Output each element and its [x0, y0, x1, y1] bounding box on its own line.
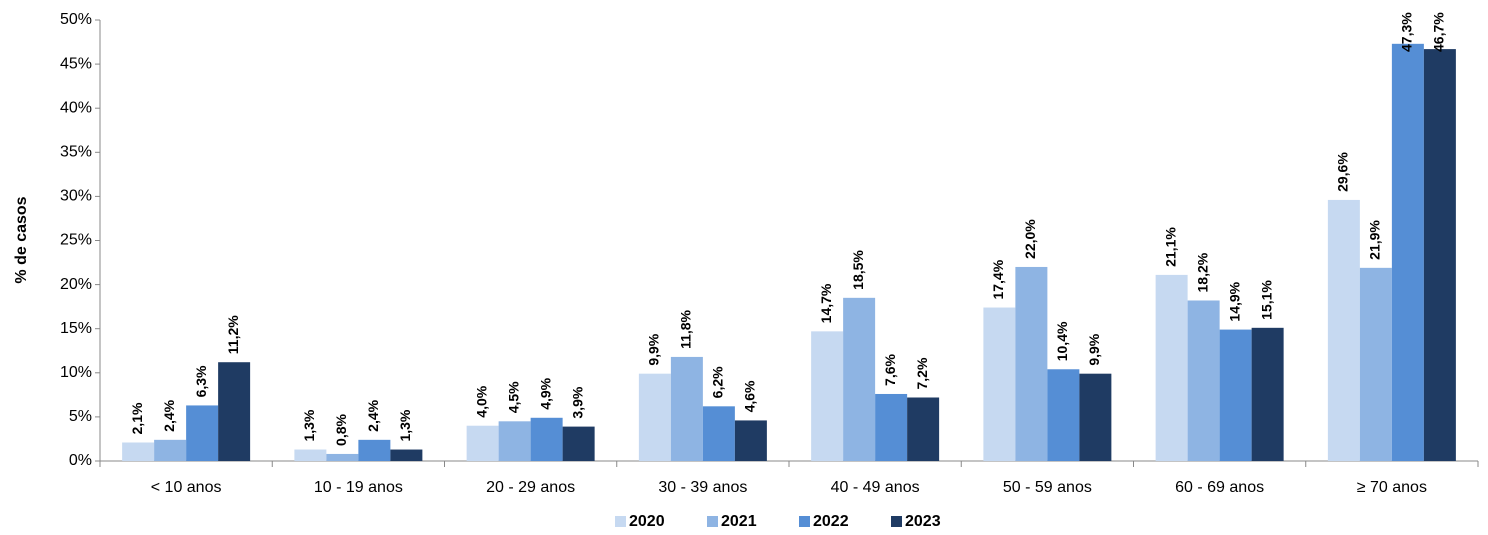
value-label: 11,8%	[678, 309, 694, 348]
bar	[1155, 274, 1188, 461]
bar	[811, 331, 844, 461]
value-label: 14,7%	[818, 283, 834, 323]
bar	[1423, 49, 1456, 462]
bar	[843, 297, 876, 461]
bar	[562, 426, 595, 461]
bar	[1359, 267, 1392, 461]
legend-label: 2023	[905, 513, 941, 530]
x-tick-label: 60 - 69 anos	[1175, 479, 1264, 496]
bar	[875, 393, 908, 461]
bar	[154, 439, 187, 461]
bar	[186, 405, 219, 461]
y-axis-title: % de casos	[13, 196, 30, 283]
legend-label: 2022	[813, 513, 849, 530]
bar	[1015, 266, 1048, 461]
x-tick-label: 30 - 39 anos	[658, 479, 747, 496]
value-label: 9,9%	[1086, 333, 1102, 365]
y-tick-label: 15%	[60, 320, 92, 337]
bar	[530, 417, 563, 461]
bar	[1219, 329, 1252, 461]
y-tick-label: 10%	[60, 364, 92, 381]
value-label: 10,4%	[1054, 321, 1070, 361]
legend-swatch	[707, 516, 718, 527]
x-tick-label: 40 - 49 anos	[831, 479, 920, 496]
value-label: 2,4%	[365, 399, 381, 431]
bar	[358, 439, 391, 461]
value-label: 21,1%	[1162, 227, 1178, 267]
value-label: 18,5%	[850, 250, 866, 290]
bar	[1187, 300, 1220, 461]
value-label: 1,3%	[397, 409, 413, 441]
bar	[1327, 199, 1360, 462]
bar	[326, 453, 359, 461]
bar	[1251, 327, 1284, 461]
value-label: 4,0%	[473, 385, 489, 417]
value-label: 1,3%	[301, 409, 317, 441]
x-tick-label: < 10 anos	[151, 479, 222, 496]
value-label: 15,1%	[1258, 280, 1274, 320]
value-label: 3,9%	[569, 386, 585, 418]
y-tick-label: 25%	[60, 232, 92, 249]
x-tick-label: 50 - 59 anos	[1003, 479, 1092, 496]
x-tick-label: 20 - 29 anos	[486, 479, 575, 496]
value-label: 22,0%	[1022, 219, 1038, 259]
value-label: 7,6%	[882, 354, 898, 386]
bar	[983, 307, 1016, 461]
value-label: 17,4%	[990, 259, 1006, 299]
bar	[122, 442, 155, 461]
value-label: 21,9%	[1367, 220, 1383, 260]
bar	[390, 449, 423, 461]
legend-swatch	[799, 516, 810, 527]
bar	[702, 406, 735, 461]
y-tick-label: 5%	[69, 408, 92, 425]
bar	[218, 362, 251, 461]
value-label: 29,6%	[1335, 152, 1351, 192]
y-tick-label: 40%	[60, 99, 92, 116]
value-label: 4,5%	[505, 381, 521, 413]
bar	[670, 356, 703, 461]
value-label: 4,9%	[537, 377, 553, 409]
bar	[907, 397, 940, 461]
y-tick-label: 30%	[60, 188, 92, 205]
legend-label: 2020	[629, 513, 665, 530]
value-label: 18,2%	[1194, 252, 1210, 292]
value-label: 4,6%	[742, 380, 758, 412]
value-label: 6,2%	[710, 366, 726, 398]
value-label: 2,4%	[161, 399, 177, 431]
y-tick-label: 45%	[60, 55, 92, 72]
y-tick-label: 50%	[60, 11, 92, 28]
bar	[1391, 43, 1424, 462]
value-label: 9,9%	[646, 333, 662, 365]
value-label: 6,3%	[193, 365, 209, 397]
value-label: 14,9%	[1226, 281, 1242, 321]
value-label: 0,8%	[333, 413, 349, 445]
value-label: 7,2%	[914, 357, 930, 389]
y-tick-label: 35%	[60, 144, 92, 161]
bar	[1047, 369, 1080, 461]
bar	[466, 425, 499, 461]
bar	[294, 449, 327, 461]
legend-label: 2021	[721, 513, 757, 530]
legend-swatch	[891, 516, 902, 527]
bar	[638, 373, 671, 461]
x-tick-label: 10 - 19 anos	[314, 479, 403, 496]
legend-swatch	[615, 516, 626, 527]
bar	[1079, 373, 1112, 461]
value-label: 2,1%	[129, 402, 145, 434]
value-label: 47,3%	[1399, 12, 1415, 52]
bar	[498, 421, 531, 461]
y-tick-label: 0%	[69, 452, 92, 469]
value-label: 46,7%	[1431, 12, 1447, 52]
x-tick-label: ≥ 70 anos	[1357, 479, 1427, 496]
y-tick-label: 20%	[60, 276, 92, 293]
value-label: 11,2%	[225, 315, 241, 354]
bar	[734, 420, 767, 461]
